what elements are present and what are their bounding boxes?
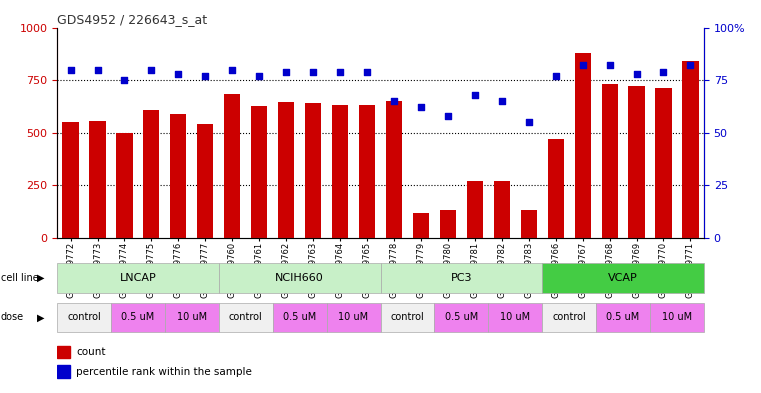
Bar: [380, 303, 435, 332]
Point: [577, 62, 589, 68]
Text: ▶: ▶: [37, 273, 45, 283]
Bar: [57, 303, 111, 332]
Bar: [386, 101, 402, 238]
Bar: [412, 213, 429, 238]
Point: [469, 92, 481, 98]
Text: control: control: [229, 312, 263, 322]
Bar: [596, 303, 650, 332]
Bar: [332, 105, 348, 238]
Point: [388, 98, 400, 104]
Text: 10 uM: 10 uM: [662, 312, 692, 322]
Point: [684, 62, 696, 68]
Text: control: control: [552, 312, 586, 322]
Point: [307, 68, 319, 75]
Point: [91, 66, 103, 73]
Bar: [57, 346, 70, 358]
Point: [361, 68, 373, 75]
Text: 10 uM: 10 uM: [339, 312, 368, 322]
Bar: [543, 303, 596, 332]
Point: [280, 68, 292, 75]
Text: control: control: [67, 312, 101, 322]
Bar: [62, 122, 78, 238]
Bar: [359, 105, 375, 238]
Bar: [489, 303, 542, 332]
Bar: [380, 263, 542, 293]
Text: GDS4952 / 226643_s_at: GDS4952 / 226643_s_at: [57, 13, 207, 26]
Text: ▶: ▶: [37, 312, 45, 322]
Text: VCAP: VCAP: [608, 273, 638, 283]
Text: percentile rank within the sample: percentile rank within the sample: [76, 367, 253, 377]
Text: 10 uM: 10 uM: [500, 312, 530, 322]
Bar: [170, 114, 186, 238]
Bar: [90, 121, 106, 238]
Text: 0.5 uM: 0.5 uM: [444, 312, 478, 322]
Bar: [143, 110, 160, 238]
Point: [334, 68, 346, 75]
Bar: [278, 102, 295, 238]
Point: [145, 66, 158, 73]
Text: control: control: [390, 312, 425, 322]
Bar: [219, 263, 380, 293]
Point: [65, 66, 77, 73]
Text: cell line: cell line: [1, 273, 39, 283]
Text: dose: dose: [1, 312, 24, 322]
Point: [226, 66, 238, 73]
Text: LNCAP: LNCAP: [119, 273, 156, 283]
Text: count: count: [76, 347, 106, 357]
Bar: [219, 303, 272, 332]
Text: 10 uM: 10 uM: [177, 312, 207, 322]
Bar: [272, 303, 326, 332]
Text: 0.5 uM: 0.5 uM: [283, 312, 317, 322]
Bar: [575, 53, 591, 238]
Point: [549, 73, 562, 79]
Bar: [116, 132, 132, 238]
Bar: [521, 210, 537, 238]
Bar: [435, 303, 489, 332]
Point: [603, 62, 616, 68]
Point: [442, 113, 454, 119]
Bar: [57, 263, 219, 293]
Text: 0.5 uM: 0.5 uM: [607, 312, 640, 322]
Bar: [251, 107, 267, 238]
Bar: [197, 124, 213, 238]
Bar: [601, 84, 618, 238]
Text: PC3: PC3: [451, 273, 472, 283]
Point: [523, 119, 535, 125]
Point: [415, 104, 427, 110]
Text: 0.5 uM: 0.5 uM: [121, 312, 154, 322]
Bar: [629, 86, 645, 238]
Point: [495, 98, 508, 104]
Point: [630, 71, 642, 77]
Bar: [466, 181, 483, 238]
Point: [658, 68, 670, 75]
Point: [119, 77, 131, 83]
Bar: [494, 181, 510, 238]
Bar: [165, 303, 219, 332]
Bar: [650, 303, 704, 332]
Bar: [326, 303, 380, 332]
Point: [172, 71, 184, 77]
Bar: [683, 61, 699, 238]
Bar: [655, 88, 672, 238]
Bar: [548, 139, 564, 238]
Bar: [224, 94, 240, 238]
Text: NCIH660: NCIH660: [275, 273, 324, 283]
Bar: [440, 210, 456, 238]
Bar: [543, 263, 704, 293]
Bar: [305, 103, 321, 238]
Point: [199, 73, 212, 79]
Bar: [57, 365, 70, 378]
Point: [253, 73, 266, 79]
Bar: [111, 303, 165, 332]
